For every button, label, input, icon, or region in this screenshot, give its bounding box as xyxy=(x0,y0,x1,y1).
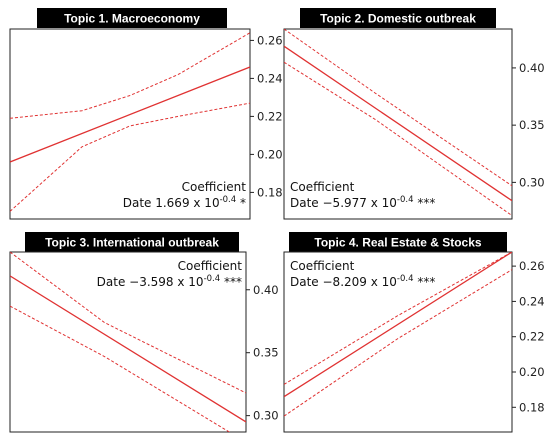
fit-line xyxy=(10,66,250,163)
ci-lower-line xyxy=(284,269,512,417)
chart-title-bar xyxy=(37,8,227,28)
chart-title: Topic 2. Domestic outbreak xyxy=(320,12,476,26)
coefficient-heading: Coefficient xyxy=(178,259,243,273)
chart-panel-2: Topic 2. Domestic outbreak 0.30 0.35 0.40 Co… xyxy=(283,8,545,220)
plot-area xyxy=(10,32,250,212)
coefficient-mantissa: −3.598 x 10 xyxy=(129,275,203,289)
ci-lower-line xyxy=(10,305,231,432)
ci-upper-line xyxy=(10,32,250,119)
coefficient-mantissa: 1.669 x 10 xyxy=(155,196,219,210)
coefficient-heading: Coefficient xyxy=(290,180,355,194)
plot-frame xyxy=(9,251,247,433)
y-tick-label: 0.30 xyxy=(519,175,545,189)
y-tick-label: 0.18 xyxy=(257,185,283,199)
plot-area xyxy=(10,252,246,432)
chart-panel-4: Topic 4. Real Estate & Stocks 0.18 0.20 0.2… xyxy=(283,232,545,433)
fit-line xyxy=(10,275,246,423)
coefficient-term: Date xyxy=(290,275,323,289)
chart-title-bar xyxy=(289,232,507,252)
coefficient-value: Date 1.669 x 10-0.4 * xyxy=(123,195,246,210)
coefficient-exponent: -0.4 xyxy=(204,274,221,284)
y-tick-label: 0.22 xyxy=(519,330,545,344)
y-tick-label: 0.26 xyxy=(257,33,283,47)
y-tick-label: 0.20 xyxy=(257,147,283,161)
ci-upper-line xyxy=(284,252,512,385)
plot-area xyxy=(284,252,512,417)
ci-lower-line xyxy=(284,61,512,217)
y-tick-label: 0.30 xyxy=(253,409,279,423)
coefficient-mantissa: −8.209 x 10 xyxy=(323,275,397,289)
coefficient-mantissa: −5.977 x 10 xyxy=(323,196,397,210)
plot-frame xyxy=(9,28,251,220)
y-tick-label: 0.18 xyxy=(519,400,545,414)
coefficient-heading: Coefficient xyxy=(182,180,247,194)
coefficient-value: Date −8.209 x 10-0.4 *** xyxy=(290,274,435,289)
plot-area xyxy=(284,29,512,217)
y-tick-label: 0.26 xyxy=(519,259,545,273)
coefficient-value: Date −5.977 x 10-0.4 *** xyxy=(290,195,435,210)
coefficient-value: Date −3.598 x 10-0.4 *** xyxy=(97,274,242,289)
y-tick-label: 0.24 xyxy=(257,71,283,85)
y-tick-label: 0.40 xyxy=(253,283,279,297)
chart-title: Topic 1. Macroeconomy xyxy=(64,12,200,26)
significance-stars: *** xyxy=(220,275,242,289)
coefficient-term: Date xyxy=(290,196,323,210)
chart-panel-1: Topic 1. Macroeconomy 0.18 0.20 0.22 0.24 0.2… xyxy=(9,8,283,220)
chart-title: Topic 4. Real Estate & Stocks xyxy=(314,236,481,250)
coefficient-exponent: -0.4 xyxy=(397,195,414,205)
coefficient-term: Date xyxy=(97,275,130,289)
chart-title-bar xyxy=(300,8,496,28)
chart-title-bar xyxy=(25,232,239,252)
chart-title: Topic 3. International outbreak xyxy=(45,236,219,250)
plot-frame xyxy=(283,28,513,220)
coefficient-exponent: -0.4 xyxy=(397,274,414,284)
ci-upper-line xyxy=(10,252,246,394)
chart-panel-3: Topic 3. International outbreak 0.30 0.35 0… xyxy=(9,232,279,433)
fit-line xyxy=(284,45,512,202)
y-tick-label: 0.24 xyxy=(519,294,545,308)
y-tick-label: 0.35 xyxy=(253,346,279,360)
coefficient-exponent: -0.4 xyxy=(220,195,237,205)
y-tick-label: 0.35 xyxy=(519,118,545,132)
coefficient-term: Date xyxy=(123,196,156,210)
fit-line xyxy=(284,252,512,398)
ci-lower-line xyxy=(10,102,250,212)
significance-stars: *** xyxy=(414,196,436,210)
significance-stars: * xyxy=(236,196,246,210)
plot-frame xyxy=(283,251,513,433)
y-tick-label: 0.40 xyxy=(519,61,545,75)
ci-upper-line xyxy=(284,29,512,187)
y-tick-label: 0.20 xyxy=(519,365,545,379)
coefficient-heading: Coefficient xyxy=(290,259,355,273)
significance-stars: *** xyxy=(414,275,436,289)
y-tick-label: 0.22 xyxy=(257,109,283,123)
